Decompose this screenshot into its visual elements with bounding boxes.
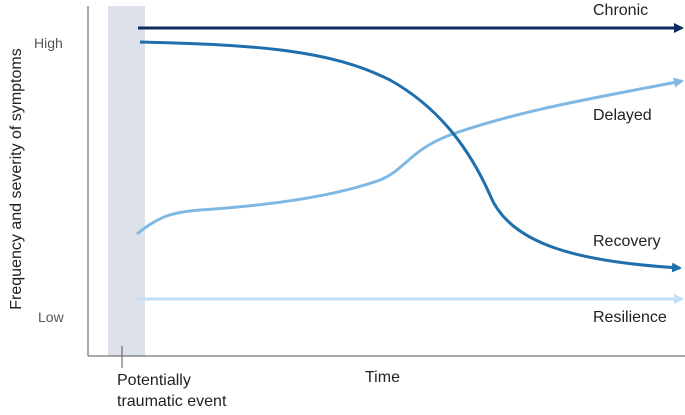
- legend-recovery: Recovery: [593, 233, 661, 250]
- event-label-line2: traumatic event: [117, 393, 227, 410]
- legend-delayed: Delayed: [593, 107, 652, 124]
- legend-chronic: Chronic: [593, 2, 649, 19]
- x-axis-label: Time: [365, 369, 400, 386]
- legend-resilience: Resilience: [593, 309, 667, 326]
- event-label-line1: Potentially: [117, 372, 191, 389]
- y-axis-label: Frequency and severity of symptoms: [8, 48, 25, 310]
- event-region: [108, 6, 145, 356]
- y-tick-low: Low: [38, 309, 64, 325]
- series-delayed: [136, 77, 684, 236]
- series-recovery: [139, 40, 682, 273]
- y-tick-high: High: [34, 35, 63, 51]
